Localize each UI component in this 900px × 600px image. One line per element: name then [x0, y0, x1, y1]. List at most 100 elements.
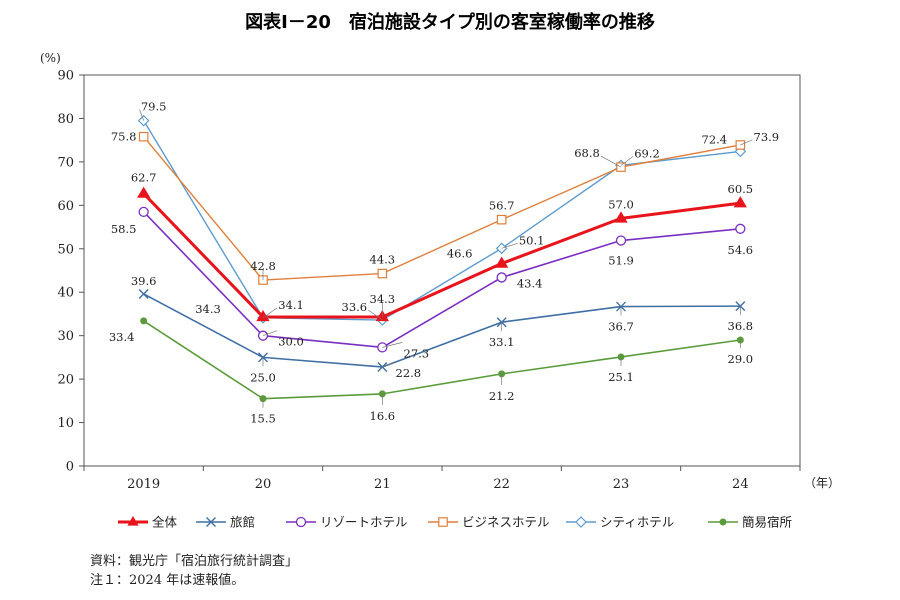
data-label: 36.7	[608, 320, 634, 334]
legend-label: ビジネスホテル	[462, 515, 550, 530]
data-point	[377, 268, 388, 279]
data-point	[496, 214, 507, 225]
data-label: 36.8	[728, 319, 754, 333]
legend-label: 全体	[152, 515, 178, 530]
legend-marker	[575, 516, 587, 528]
data-point	[495, 256, 509, 268]
data-label: 39.6	[131, 274, 157, 288]
y-axis-unit: (%)	[40, 51, 61, 65]
legend-marker	[206, 517, 216, 527]
data-label: 75.8	[111, 130, 137, 144]
data-label: 62.7	[131, 171, 157, 185]
series-line	[143, 320, 741, 400]
data-label: 25.0	[250, 370, 276, 384]
data-point	[138, 288, 149, 299]
series-line	[142, 192, 741, 319]
data-label: 56.7	[489, 199, 515, 213]
data-point	[256, 309, 270, 322]
data-point	[615, 235, 627, 246]
data-label: 60.5	[728, 182, 754, 196]
label-leader-line	[368, 309, 383, 321]
x-tick-label: 22	[493, 477, 510, 492]
data-label: 46.6	[447, 247, 473, 261]
data-point	[735, 301, 746, 312]
y-tick-label: 80	[57, 112, 74, 127]
data-point	[137, 186, 151, 198]
data-point	[733, 196, 747, 208]
data-label: 58.5	[111, 222, 137, 236]
data-label: 44.3	[370, 253, 396, 267]
x-tick-label: 20	[255, 477, 272, 492]
data-label: 51.9	[608, 254, 634, 268]
data-point	[377, 361, 388, 372]
y-tick-label: 30	[57, 329, 74, 344]
data-label: 21.2	[489, 389, 515, 403]
data-label: 33.1	[489, 335, 515, 349]
data-label: 25.1	[608, 370, 634, 384]
data-label: 33.6	[342, 300, 368, 314]
data-label: 54.6	[728, 243, 754, 257]
legend-marker	[719, 518, 727, 526]
data-label: 73.9	[754, 130, 780, 144]
legend-label: 旅館	[230, 515, 255, 530]
label-leader-line	[262, 330, 278, 336]
y-tick-label: 50	[57, 242, 74, 257]
legend-marker	[127, 516, 139, 526]
data-point	[138, 131, 149, 142]
data-label: 69.2	[634, 146, 660, 160]
data-label: 34.1	[278, 298, 304, 312]
data-label: 68.8	[574, 146, 600, 160]
label-leader-line	[382, 342, 403, 348]
x-axis-unit: （年）	[804, 476, 840, 490]
legend-label: シティホテル	[600, 515, 674, 530]
data-label: 16.6	[370, 409, 396, 423]
data-point	[735, 223, 746, 234]
label-leader-line	[262, 307, 278, 319]
y-tick-label: 10	[57, 416, 74, 431]
data-label: 50.1	[519, 233, 545, 247]
data-label: 42.8	[250, 259, 276, 273]
data-label: 22.8	[396, 366, 422, 380]
axes: 0 10 20 30 40 50 60 70 80 90 2019 20 21 22 23 24	[57, 69, 801, 492]
source-note: 資料：観光庁「宿泊旅行統計調査」	[90, 553, 298, 569]
y-tick-label: 70	[57, 155, 74, 170]
data-point	[140, 317, 148, 325]
legend-label: 簡易宿所	[742, 515, 792, 530]
legend-label: リゾートホテル	[320, 515, 408, 530]
footnote: 注１：2024 年は速報値。	[90, 572, 244, 588]
x-tick-label: 2019	[127, 477, 160, 492]
x-tick-label: 21	[374, 477, 391, 492]
data-label: 29.0	[728, 352, 754, 366]
series-lines	[142, 120, 741, 400]
plot-frame	[83, 74, 801, 467]
label-leader-line	[600, 155, 622, 168]
legend-marker	[295, 516, 307, 528]
data-label: 72.4	[702, 132, 728, 146]
data-point	[138, 206, 149, 218]
series-line	[143, 293, 741, 368]
label-leader-line	[501, 243, 518, 249]
data-label: 33.4	[109, 330, 135, 344]
legend-marker	[438, 517, 448, 527]
data-label: 30.0	[278, 335, 304, 349]
y-tick-label: 20	[57, 373, 74, 388]
label-leader-line	[139, 109, 144, 121]
data-label: 15.5	[250, 412, 276, 426]
label-leader-line	[382, 361, 395, 368]
data-point	[614, 211, 628, 223]
y-tick-label: 60	[57, 199, 74, 214]
series-line	[143, 136, 741, 281]
data-label: 57.0	[608, 197, 634, 211]
data-point	[496, 272, 507, 283]
y-tick-label: 40	[57, 286, 74, 301]
y-tick-label: 90	[57, 69, 74, 84]
x-tick-label: 23	[613, 477, 630, 492]
chart-title: 図表Ⅰ－20 宿泊施設タイプ別の客室稼働率の推移	[245, 11, 655, 33]
series-line	[143, 211, 741, 349]
legend: 全体 旅館 リゾートホテル ビジネスホテル シティホテル 簡易宿所	[118, 515, 792, 530]
data-label: 34.3	[195, 302, 221, 316]
x-tick-label: 24	[732, 477, 749, 492]
label-leader-line	[740, 139, 753, 146]
